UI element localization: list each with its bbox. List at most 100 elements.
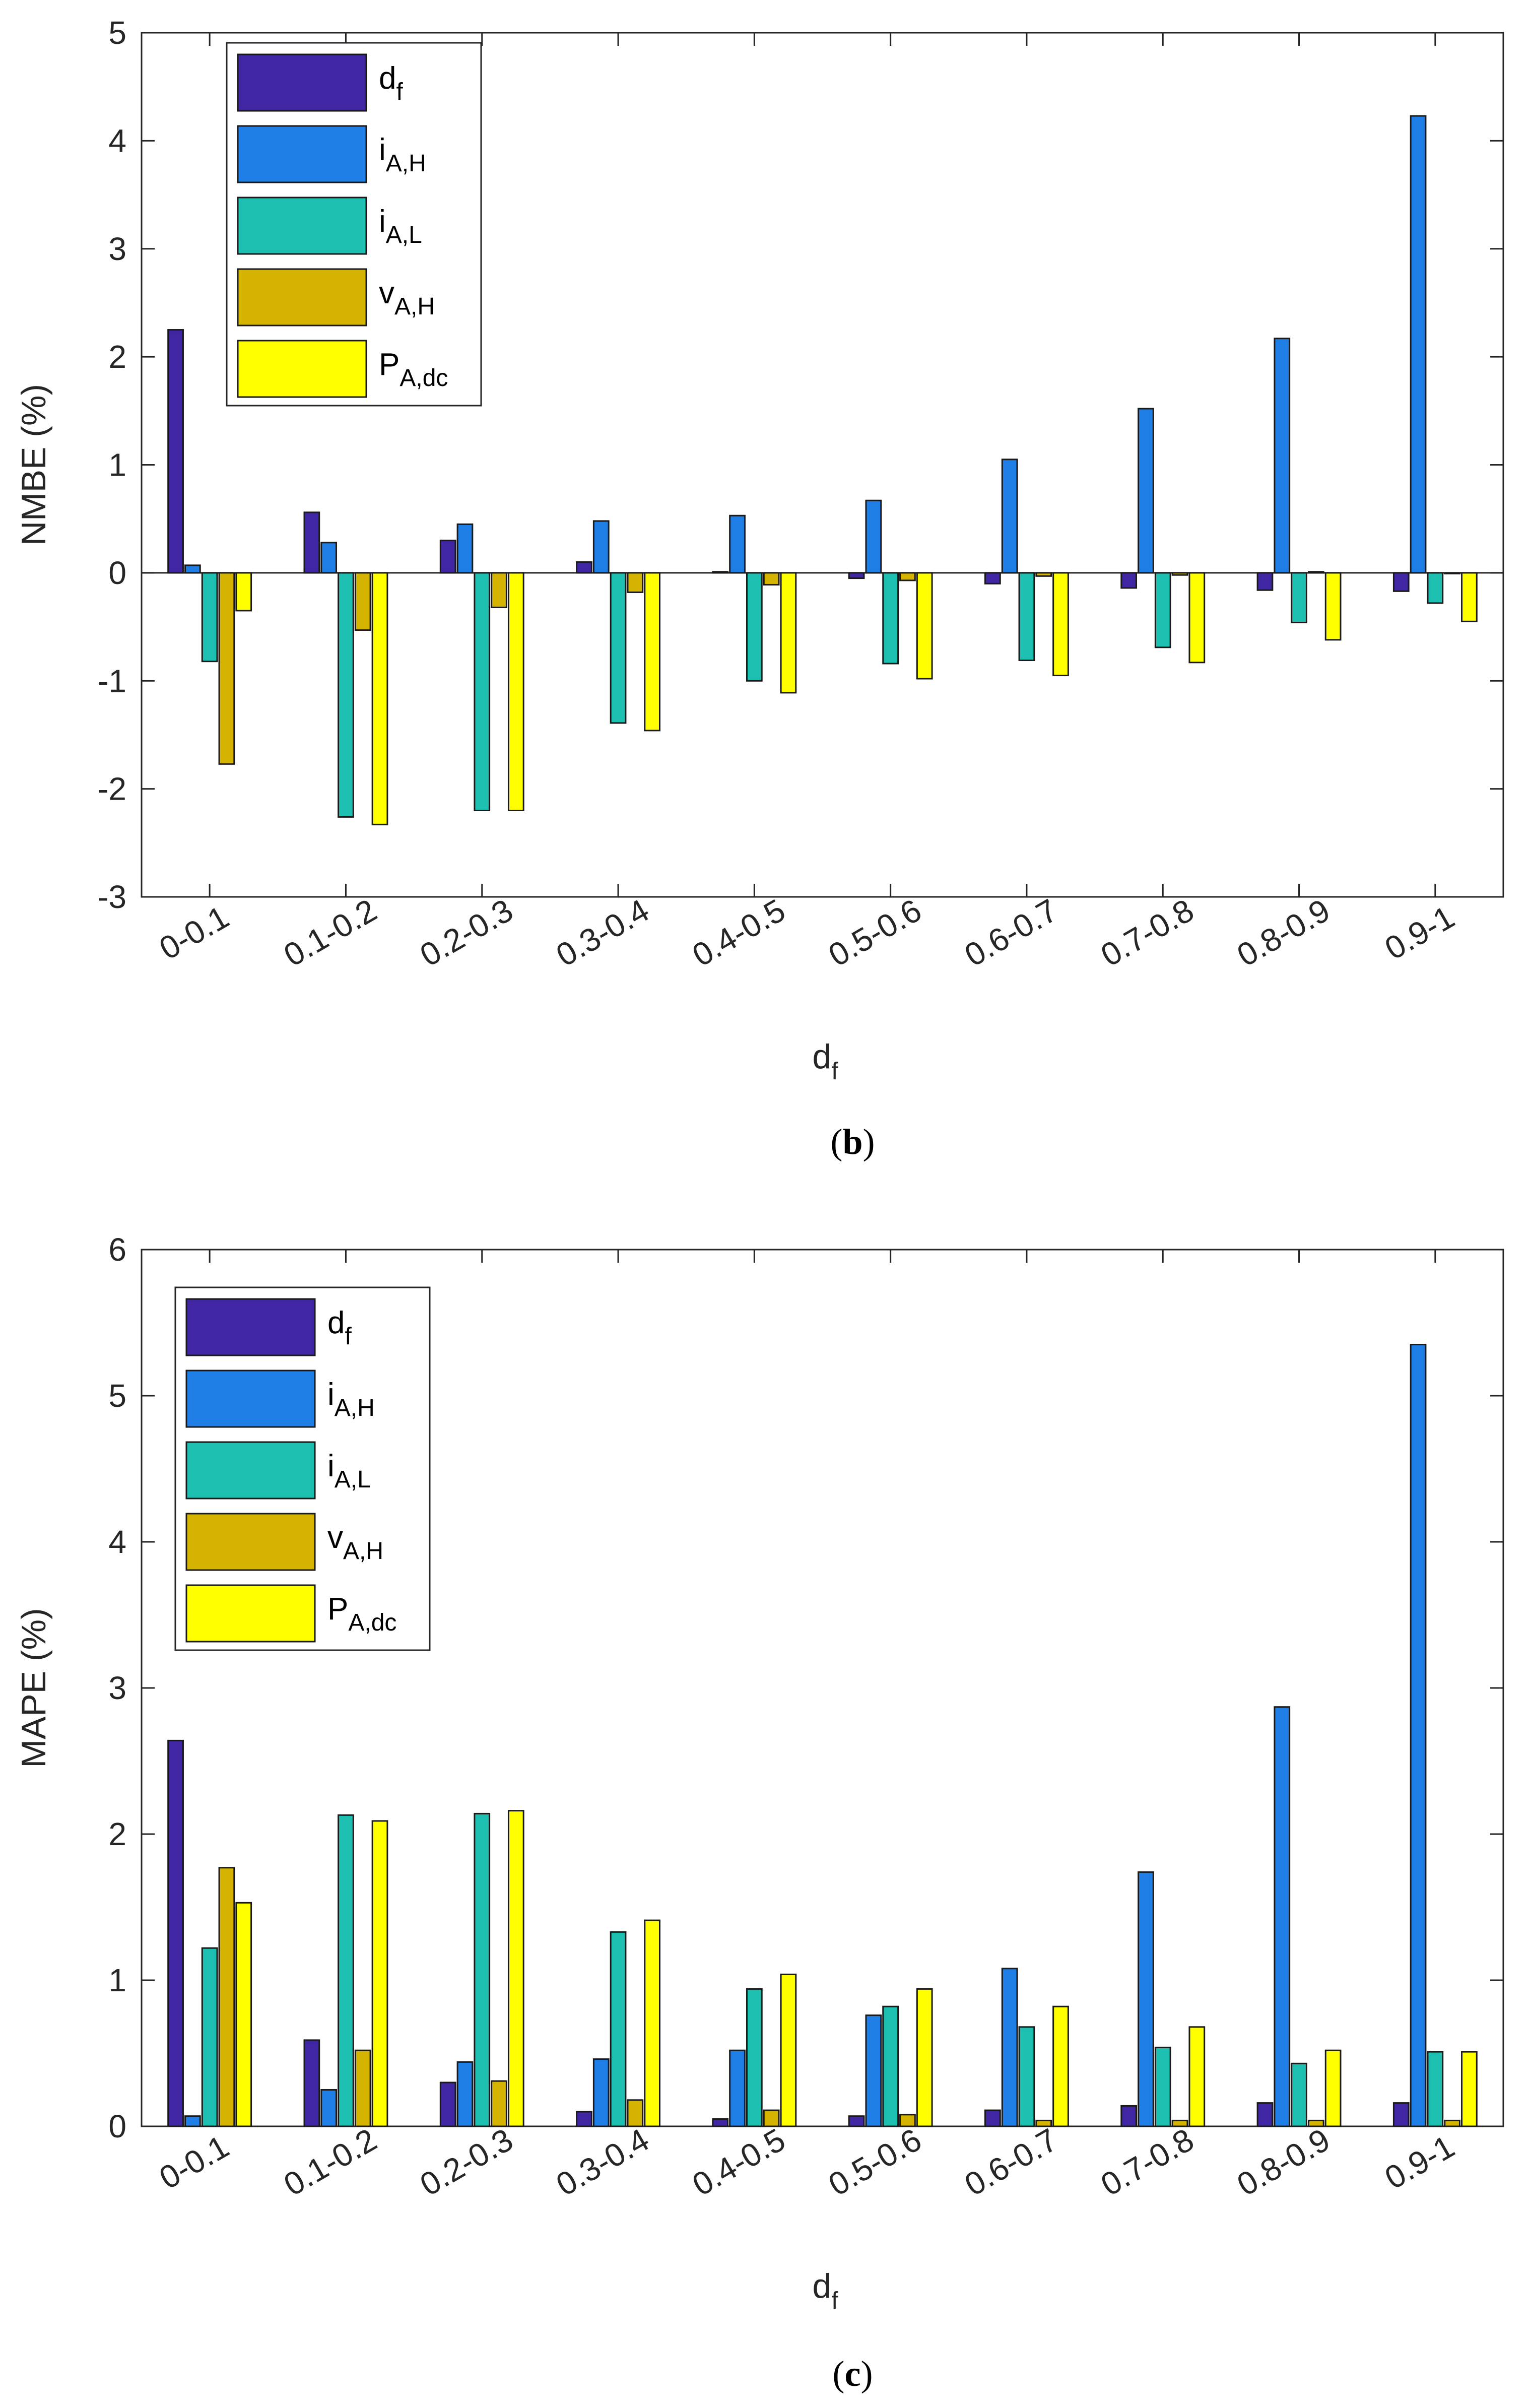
bar-i-AH-0-0.1 bbox=[184, 564, 201, 574]
bar-i-AH-0.4-0.5 bbox=[729, 514, 746, 574]
y-tick-label: -2 bbox=[98, 771, 126, 807]
bar-P-Adc-0.5-0.6 bbox=[916, 1988, 933, 2127]
x-tick-label: 0.7-0.8 bbox=[1095, 892, 1200, 973]
bar-i-AL-0.7-0.8 bbox=[1154, 572, 1171, 648]
y-tick-label: 5 bbox=[108, 15, 126, 51]
bar-i-AH-0.7-0.8 bbox=[1138, 408, 1154, 574]
bar-P-Adc-0.3-0.4 bbox=[644, 572, 660, 732]
bar-i-AH-0.9-1 bbox=[1410, 1344, 1427, 2127]
bar-i-AH-0.8-0.9 bbox=[1274, 1706, 1291, 2127]
bar-v-AH-0.4-0.5 bbox=[763, 572, 780, 585]
panel-caption-letter: c bbox=[845, 2354, 861, 2394]
y-tick-label: 3 bbox=[108, 231, 126, 267]
legend-swatch bbox=[185, 1298, 316, 1356]
bar-d-f-0.6-0.7 bbox=[984, 2109, 1001, 2127]
bar-v-AH-0-0.1 bbox=[218, 572, 235, 765]
bar-i-AH-0.1-0.2 bbox=[320, 542, 338, 574]
bar-P-Adc-0.4-0.5 bbox=[780, 1973, 797, 2127]
bar-d-f-0.5-0.6 bbox=[848, 2115, 865, 2127]
legend-label-main: P bbox=[327, 1592, 348, 1626]
bar-v-AH-0.6-0.7 bbox=[1035, 572, 1052, 577]
y-tick-label: 2 bbox=[108, 1816, 126, 1852]
bar-d-f-0.1-0.2 bbox=[303, 2039, 320, 2127]
legend-label-sub: A,H bbox=[394, 293, 435, 320]
bar-P-Adc-0-0.1 bbox=[235, 572, 252, 612]
bar-v-AH-0.1-0.2 bbox=[354, 2049, 371, 2127]
x-tick-label: 0.9-1 bbox=[1379, 898, 1460, 966]
x-axis-title: df bbox=[813, 1037, 839, 1085]
legend-swatch bbox=[185, 1441, 316, 1500]
y-tick-label: 4 bbox=[108, 122, 126, 159]
chart-panel-b: -3 -2 -1 0 1 2 3 4 5 0-0.1 0.1-0.2 0.2-0.3 0.3-0.4 0.… bbox=[15, 15, 1504, 1162]
legend-swatch bbox=[185, 1513, 316, 1571]
panel-caption-open: ( bbox=[833, 2354, 845, 2394]
bar-i-AH-0.5-0.6 bbox=[865, 499, 882, 574]
bar-i-AH-0.2-0.3 bbox=[456, 2061, 474, 2127]
bar-i-AH-0.1-0.2 bbox=[320, 2089, 338, 2127]
y-axis-title: MAPE (%) bbox=[15, 1608, 53, 1768]
bar-i-AH-0.6-0.7 bbox=[1001, 459, 1018, 574]
bar-i-AL-0.4-0.5 bbox=[746, 1988, 763, 2127]
y-tick-label: 4 bbox=[108, 1524, 126, 1560]
bar-P-Adc-0.6-0.7 bbox=[1052, 2005, 1069, 2127]
legend-label: iA,L bbox=[379, 204, 422, 248]
bar-i-AL-0-0.1 bbox=[201, 572, 218, 663]
bar-P-Adc-0.4-0.5 bbox=[780, 572, 797, 694]
legend-label-sub: A,L bbox=[335, 1466, 371, 1493]
bar-i-AL-0.6-0.7 bbox=[1018, 2026, 1035, 2127]
x-tick-label: 0.5-0.6 bbox=[822, 892, 927, 973]
bar-i-AH-0.2-0.3 bbox=[456, 523, 474, 574]
x-tick-label: 0.5-0.6 bbox=[822, 2121, 927, 2203]
legend-label: df bbox=[379, 61, 403, 105]
bar-v-AH-0.1-0.2 bbox=[354, 572, 371, 631]
bar-i-AL-0.4-0.5 bbox=[746, 572, 763, 682]
bar-i-AH-0.6-0.7 bbox=[1001, 1968, 1018, 2127]
legend-swatch bbox=[237, 340, 367, 398]
legend-label-sub: A,L bbox=[386, 222, 422, 248]
x-axis-title-main: d bbox=[813, 2267, 832, 2305]
legend-label-sub: A,H bbox=[335, 1395, 375, 1421]
panel-caption-close: ) bbox=[863, 1122, 875, 1162]
y-tick-label: -1 bbox=[98, 663, 126, 699]
bar-v-AH-0.3-0.4 bbox=[627, 572, 644, 593]
bar-i-AL-0.5-0.6 bbox=[882, 2005, 899, 2127]
bar-i-AH-0.3-0.4 bbox=[592, 520, 610, 574]
bar-i-AH-0.5-0.6 bbox=[865, 2014, 882, 2127]
bar-P-Adc-0.6-0.7 bbox=[1052, 572, 1069, 677]
bar-v-AH-0.5-0.6 bbox=[899, 572, 916, 581]
legend-label-main: i bbox=[327, 1449, 335, 1483]
bar-P-Adc-0.7-0.8 bbox=[1188, 2026, 1206, 2127]
panel-caption-letter: b bbox=[842, 1122, 862, 1162]
bar-i-AL-0-0.1 bbox=[201, 1947, 218, 2127]
x-tick-label: 0-0.1 bbox=[153, 2128, 235, 2196]
bar-d-f-0.4-0.5 bbox=[712, 571, 729, 574]
y-axis-title: NMBE (%) bbox=[15, 384, 53, 546]
legend-label: df bbox=[327, 1306, 352, 1350]
bar-i-AH-0.3-0.4 bbox=[592, 2058, 610, 2127]
bar-i-AL-0.9-1 bbox=[1427, 572, 1444, 604]
bar-P-Adc-0.2-0.3 bbox=[507, 572, 524, 811]
y-tick-label: -3 bbox=[98, 879, 126, 915]
bar-v-AH-0.9-1 bbox=[1444, 572, 1461, 574]
bar-i-AH-0.7-0.8 bbox=[1138, 1871, 1154, 2127]
x-tick-label: 0.9-1 bbox=[1379, 2128, 1460, 2196]
bar-i-AH-0.8-0.9 bbox=[1274, 338, 1291, 574]
bar-P-Adc-0.8-0.9 bbox=[1324, 572, 1342, 641]
bar-d-f-0.3-0.4 bbox=[576, 561, 592, 574]
panel-caption-close: ) bbox=[860, 2354, 873, 2394]
x-tick-label: 0-0.1 bbox=[153, 898, 235, 966]
legend-label: PA,dc bbox=[327, 1592, 396, 1636]
bar-i-AL-0.7-0.8 bbox=[1154, 2046, 1171, 2127]
x-tick-label: 0.2-0.3 bbox=[414, 2121, 519, 2203]
panel-caption: (c) bbox=[833, 2354, 873, 2394]
legend-swatch bbox=[237, 125, 367, 183]
bar-d-f-0-0.1 bbox=[167, 1739, 184, 2127]
legend-swatch bbox=[185, 1584, 316, 1643]
bar-i-AL-0.1-0.2 bbox=[338, 1814, 354, 2127]
x-tick-label: 0.4-0.5 bbox=[686, 2121, 791, 2203]
legend-label-main: i bbox=[379, 133, 386, 167]
legend-label: iA,H bbox=[327, 1377, 375, 1421]
